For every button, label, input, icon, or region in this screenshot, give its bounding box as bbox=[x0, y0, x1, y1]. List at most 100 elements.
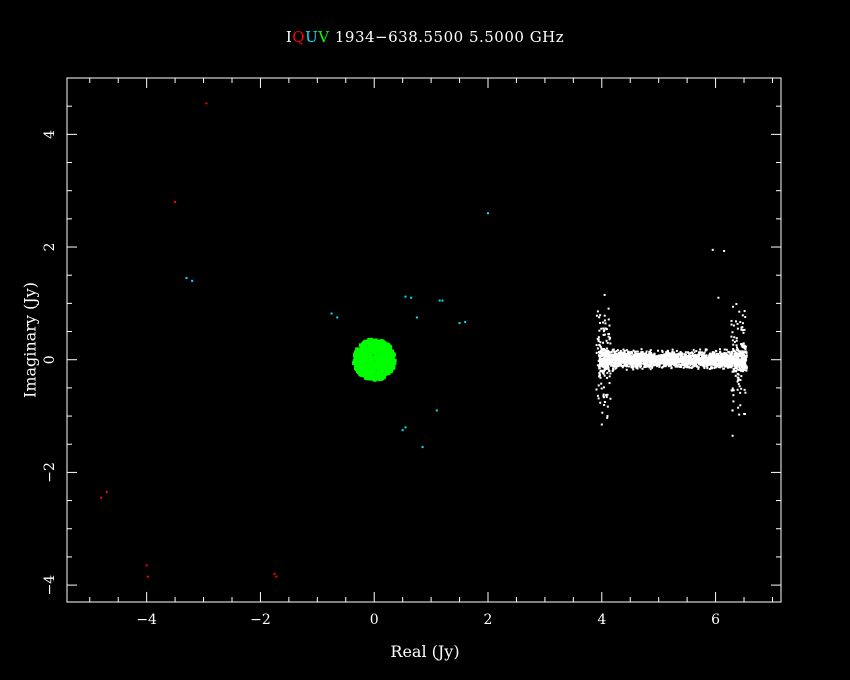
point-i bbox=[738, 359, 741, 362]
point-i bbox=[630, 366, 633, 369]
point-i bbox=[743, 328, 746, 331]
point-v bbox=[360, 353, 364, 357]
point-i bbox=[678, 363, 681, 366]
point-i bbox=[625, 368, 628, 371]
point-i bbox=[602, 363, 605, 366]
point-i bbox=[709, 360, 712, 363]
point-v bbox=[370, 371, 374, 375]
point-i bbox=[736, 388, 739, 391]
point-u bbox=[438, 299, 441, 302]
point-i bbox=[666, 354, 669, 357]
point-v bbox=[387, 360, 391, 364]
point-i bbox=[600, 423, 603, 426]
point-i bbox=[628, 356, 631, 359]
point-i bbox=[675, 349, 678, 352]
point-i bbox=[742, 353, 745, 356]
point-i bbox=[623, 356, 626, 359]
point-v bbox=[360, 367, 364, 371]
point-i bbox=[736, 356, 739, 359]
point-i bbox=[688, 360, 691, 363]
point-i bbox=[734, 374, 737, 377]
point-i bbox=[708, 353, 711, 356]
point-i bbox=[638, 358, 641, 361]
point-i bbox=[687, 357, 690, 360]
point-i bbox=[609, 342, 612, 345]
point-i bbox=[654, 357, 657, 360]
point-i bbox=[605, 368, 608, 371]
point-i bbox=[736, 354, 739, 357]
point-i bbox=[603, 400, 606, 403]
point-i bbox=[713, 362, 716, 365]
point-i bbox=[605, 339, 608, 342]
point-i bbox=[652, 360, 655, 363]
point-i bbox=[676, 353, 679, 356]
point-i bbox=[715, 352, 718, 355]
point-i bbox=[714, 357, 717, 360]
point-i bbox=[683, 355, 686, 358]
point-i bbox=[704, 349, 707, 352]
point-i bbox=[601, 365, 604, 368]
point-v bbox=[369, 348, 373, 352]
point-i bbox=[616, 356, 619, 359]
point-i bbox=[625, 349, 628, 352]
point-i bbox=[675, 353, 678, 356]
point-i bbox=[650, 355, 653, 358]
point-i bbox=[710, 359, 713, 362]
point-i bbox=[660, 357, 663, 360]
point-i bbox=[657, 363, 660, 366]
point-i bbox=[598, 343, 601, 346]
point-i bbox=[742, 363, 745, 366]
point-i bbox=[717, 365, 720, 368]
point-i bbox=[740, 369, 743, 372]
point-v bbox=[352, 360, 356, 364]
point-i bbox=[602, 341, 605, 344]
point-i bbox=[628, 359, 631, 362]
point-i bbox=[596, 310, 599, 313]
point-i bbox=[605, 396, 608, 399]
point-q bbox=[275, 575, 278, 578]
point-i bbox=[741, 365, 744, 368]
point-i bbox=[619, 361, 622, 364]
point-v bbox=[364, 368, 368, 372]
point-i bbox=[620, 359, 623, 362]
point-i bbox=[603, 358, 606, 361]
point-i bbox=[686, 355, 689, 358]
point-i bbox=[699, 359, 702, 362]
point-v bbox=[377, 363, 381, 367]
point-i bbox=[606, 361, 609, 364]
point-i bbox=[672, 352, 675, 355]
point-v bbox=[367, 351, 371, 355]
point-i bbox=[664, 363, 667, 366]
point-i bbox=[619, 364, 622, 367]
point-i bbox=[616, 363, 619, 366]
point-v bbox=[386, 354, 390, 358]
point-i bbox=[733, 340, 736, 343]
point-i bbox=[705, 364, 708, 367]
point-i bbox=[711, 351, 714, 354]
point-v bbox=[355, 369, 359, 373]
point-i bbox=[661, 350, 664, 353]
point-i bbox=[743, 355, 746, 358]
point-u bbox=[404, 426, 407, 429]
point-i bbox=[595, 344, 598, 347]
point-i bbox=[732, 367, 735, 370]
point-i bbox=[657, 359, 660, 362]
point-i bbox=[625, 361, 628, 364]
point-i bbox=[718, 358, 721, 361]
point-i bbox=[623, 364, 626, 367]
point-i bbox=[673, 362, 676, 365]
point-i bbox=[630, 359, 633, 362]
point-v bbox=[365, 356, 369, 360]
point-i bbox=[603, 361, 606, 364]
point-i bbox=[691, 361, 694, 364]
point-i bbox=[692, 365, 695, 368]
point-i bbox=[646, 354, 649, 357]
point-i bbox=[640, 362, 643, 365]
point-i bbox=[715, 365, 718, 368]
point-i bbox=[739, 321, 742, 324]
point-i bbox=[684, 353, 687, 356]
point-i bbox=[601, 369, 604, 372]
point-i bbox=[689, 356, 692, 359]
point-i bbox=[659, 360, 662, 363]
point-i bbox=[715, 350, 718, 353]
